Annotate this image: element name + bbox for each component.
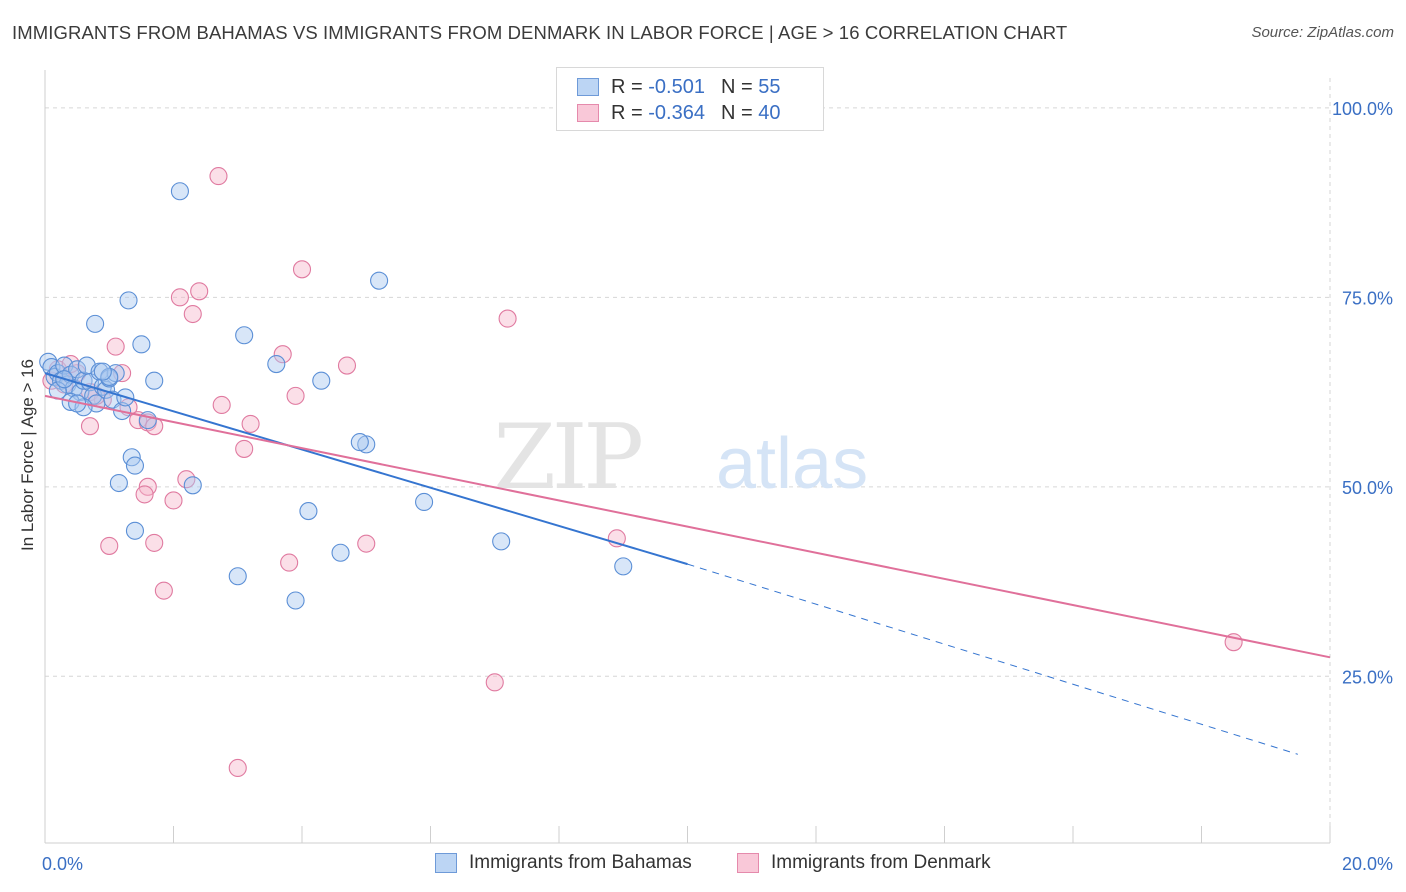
x-tick-labels: 0.0% 20.0% [42, 854, 1393, 874]
y-tick-label-1: 50.0% [1342, 478, 1393, 498]
bahamas-point-33 [370, 271, 389, 290]
y-axis-label: In Labor Force | Age > 16 [18, 358, 37, 552]
denmark-point-27 [145, 533, 164, 552]
source-credit: Source: ZipAtlas.com [1251, 24, 1394, 41]
bahamas-point-36 [125, 456, 144, 475]
legend-n-label: N = [720, 101, 753, 124]
bahamas-point-29 [170, 182, 189, 201]
denmark-point-20 [292, 260, 312, 279]
y-tick-labels: 25.0% 50.0% 75.0% 100.0% [1332, 99, 1393, 687]
bahamas-point-32 [312, 371, 331, 390]
denmark-point-11 [170, 288, 189, 307]
bahamas-point-42 [415, 492, 434, 512]
series-legend-denmark: Immigrants from Denmark [737, 852, 991, 874]
denmark-point-13 [190, 282, 209, 301]
legend-n-value-denmark: 40 [758, 101, 781, 124]
bahamas-point-45 [125, 521, 144, 540]
bahamas-point-41 [350, 433, 369, 452]
denmark-point-12 [183, 304, 202, 324]
bahamas-point-27 [119, 291, 138, 310]
bahamas-point-34 [138, 411, 157, 430]
denmark-point-16 [241, 414, 260, 433]
bahamas-point-37 [109, 473, 128, 493]
bahamas-trend-extension [687, 563, 1299, 755]
bahamas-point-47 [286, 591, 305, 610]
bahamas-point-43 [492, 532, 511, 551]
denmark-point-33 [228, 758, 247, 778]
legend-row-bahamas: R = -0.501 N = 55 [577, 75, 780, 99]
denmark-point-18 [273, 345, 292, 364]
legend-swatch-bahamas [577, 78, 599, 96]
bahamas-point-26 [86, 314, 105, 333]
denmark-point-14 [209, 167, 228, 186]
denmark-point-28 [154, 581, 173, 600]
denmark-point-21 [337, 356, 357, 375]
bahamas-point-38 [183, 476, 202, 495]
denmark-point-15 [212, 395, 231, 415]
bahamas-point-46 [228, 567, 247, 586]
denmark-point-10 [80, 417, 100, 436]
correlation-legend: R = -0.501 N = 55 R = -0.364 N = 40 [556, 67, 824, 131]
y-tick-label-3: 100.0% [1332, 99, 1393, 119]
denmark-point-25 [164, 491, 183, 510]
series-name-bahamas: Immigrants from Bahamas [469, 852, 692, 873]
denmark-point-5 [106, 337, 125, 356]
chart-title: IMMIGRANTS FROM BAHAMAS VS IMMIGRANTS FR… [12, 22, 1068, 43]
denmark-point-30 [357, 534, 376, 553]
denmark-points [42, 167, 1243, 778]
bahamas-point-48 [331, 543, 350, 562]
legend-n-label: N = [720, 75, 753, 98]
denmark-point-24 [135, 485, 154, 504]
series-swatch-denmark [737, 853, 759, 873]
bahamas-point-50 [145, 371, 164, 390]
legend-r-label: R = [611, 101, 643, 124]
bahamas-points [39, 182, 633, 610]
denmark-point-32 [498, 309, 517, 328]
denmark-point-29 [280, 553, 299, 572]
bahamas-point-31 [267, 354, 286, 374]
grid-lines [45, 78, 1331, 843]
bahamas-point-28 [132, 335, 151, 354]
bahamas-trend-line [44, 372, 688, 566]
watermark-atlas: atlas [716, 424, 868, 504]
legend-n-value-bahamas: 55 [758, 75, 781, 98]
x-tick-label-1: 20.0% [1342, 854, 1393, 874]
x-tick-label-0: 0.0% [42, 854, 83, 874]
denmark-point-17 [235, 439, 254, 458]
denmark-point-31 [485, 673, 504, 692]
watermark: ZIP atlas [493, 405, 868, 510]
legend-swatch-denmark [577, 104, 599, 122]
legend-row-denmark: R = -0.364 N = 40 [577, 101, 780, 125]
watermark-zip: ZIP [493, 405, 641, 510]
bahamas-point-39 [299, 502, 318, 521]
denmark-trend-line [44, 394, 1331, 659]
bahamas-point-44 [614, 557, 633, 576]
bahamas-point-54 [93, 362, 112, 381]
legend-r-value-bahamas: -0.501 [648, 75, 705, 98]
series-swatch-bahamas [435, 853, 457, 873]
bahamas-point-9 [68, 360, 87, 379]
legend-r-value-denmark: -0.364 [648, 101, 705, 124]
series-legend-bahamas: Immigrants from Bahamas [435, 852, 692, 874]
legend-r-label: R = [611, 75, 643, 98]
trend-lines [44, 372, 1331, 755]
bahamas-point-30 [235, 326, 254, 345]
y-tick-label-2: 75.0% [1342, 288, 1393, 308]
axes [44, 70, 1331, 844]
denmark-point-26 [100, 536, 119, 555]
series-name-denmark: Immigrants from Denmark [771, 852, 991, 873]
y-tick-label-0: 25.0% [1342, 667, 1393, 687]
denmark-point-19 [286, 386, 305, 405]
